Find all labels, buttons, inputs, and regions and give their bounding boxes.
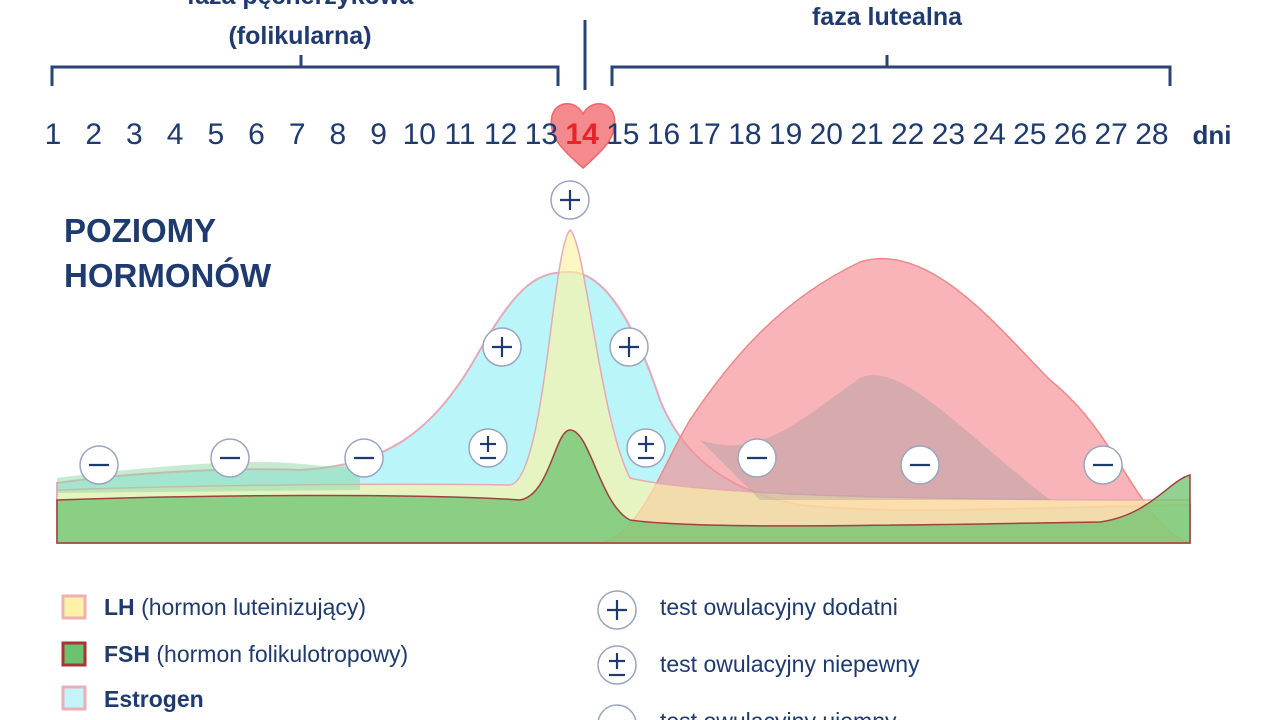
day-label: 14 [565,118,599,151]
legend-name: LH [104,594,135,620]
legend-swatch [61,685,87,711]
day-label: 19 [769,118,802,151]
day-label: 3 [126,118,143,151]
day-label: 28 [1135,118,1168,151]
day-label: 2 [85,118,102,151]
day-label: 9 [370,118,387,151]
day-label: 5 [207,118,224,151]
day-label: 25 [1013,118,1046,151]
day-label: 21 [850,118,883,151]
day-label: 1 [45,118,62,151]
day-label: 11 [444,118,475,151]
day-label: 22 [891,118,924,151]
day-label: 13 [525,118,558,151]
phase-title: faza lutealna [812,3,963,31]
test-legend-label: test owulacyjny niepewny [660,651,920,677]
legend-name: Estrogen [104,686,204,712]
day-label: 26 [1054,118,1087,151]
day-label: 20 [810,118,843,151]
day-label: 6 [248,118,265,151]
legend-entry: FSH (hormon folikulotropowy) [104,641,408,667]
day-labels: 1 2 3 4 5 6 7 8 9 10 11 12 13 14 15 16 17 18 19 20 21 22 23 24 2… [45,118,1169,151]
day-label: 4 [167,118,184,151]
day-label: 27 [1095,118,1128,151]
test-symbols [79,180,1123,485]
legend-swatch [61,641,87,667]
legend-name: FSH [104,641,150,667]
day-label: 15 [606,118,639,151]
day-label: 10 [403,118,436,151]
ovulation-heart [550,103,616,169]
phase-title: faza pęcherzykowa [187,0,415,10]
days-unit: dni [1193,120,1232,150]
test-legend-label: test owulacyjny dodatni [660,594,898,620]
day-label: 12 [484,118,517,151]
chart-title: HORMONÓW [64,257,272,294]
day-label: 24 [972,118,1005,151]
day-label: 7 [289,118,306,151]
day-label: 17 [688,118,721,151]
day-label: 23 [932,118,965,151]
day-label: 18 [728,118,761,151]
phase-subtitle: (folikularna) [228,22,371,50]
test-legend-label: test owulacyjny ujemny [660,708,897,720]
legend-desc: (hormon luteinizujący) [141,594,366,620]
phase-brackets [50,20,1172,90]
test-legend-symbols [597,590,637,720]
legend-entry: LH (hormon luteinizujący) [104,594,366,620]
legend-desc: (hormon folikulotropowy) [156,641,408,667]
legend-swatch [61,594,87,620]
day-label: 16 [647,118,680,151]
chart-title: POZIOMY [64,212,216,249]
day-label: 8 [330,118,347,151]
